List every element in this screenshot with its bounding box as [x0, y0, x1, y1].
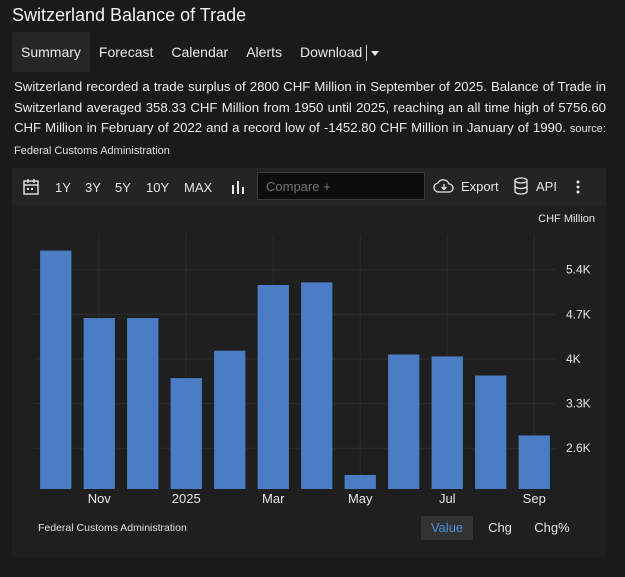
bar-apr-2025[interactable] — [301, 282, 333, 489]
x-tick-label: May — [348, 491, 373, 506]
plot-area: CHF Million 2.6K 3.3K 4K 4.7K 5.4K Nov 2025 Ma… — [12, 206, 606, 557]
y-tick-label: 3.3K — [566, 397, 591, 411]
tab-download-label: Download — [300, 44, 363, 60]
description-source: source: Federal Customs Administration — [14, 123, 606, 157]
bar-feb-2025[interactable] — [214, 350, 246, 489]
x-tick-label: 2025 — [172, 491, 201, 506]
bar-dec-2024[interactable] — [127, 318, 159, 489]
chevron-down-icon[interactable] — [371, 50, 380, 56]
export-label: Export — [461, 178, 499, 194]
bar-sep-2025[interactable] — [518, 435, 550, 489]
export-button[interactable]: Export — [433, 178, 499, 194]
tab-calendar[interactable]: Calendar — [171, 44, 229, 60]
bar-jun-2025[interactable] — [388, 354, 420, 490]
bar-oct-2024[interactable] — [40, 250, 72, 489]
compare-input[interactable] — [257, 172, 425, 200]
view-value-button[interactable]: Value — [421, 516, 473, 540]
chart-toolbar: 1Y 3Y 5Y 10Y MAX Export API — [12, 168, 606, 206]
database-icon — [514, 177, 528, 195]
tab-summary[interactable]: Summary — [12, 32, 90, 72]
unit-label: CHF Million — [538, 213, 595, 225]
y-tick-label: 5.4K — [566, 263, 591, 277]
bar-jul-2025[interactable] — [431, 356, 463, 489]
description-text: Switzerland recorded a trade surplus of … — [14, 79, 606, 135]
bar-mar-2025[interactable] — [257, 285, 289, 489]
x-tick-label: Nov — [88, 491, 112, 506]
range-3y[interactable]: 3Y — [85, 180, 101, 195]
y-tick-label: 4K — [566, 352, 581, 366]
bar-may-2025[interactable] — [344, 475, 376, 489]
api-button[interactable]: API — [514, 177, 557, 195]
nav-tabs: Summary Forecast Calendar Alerts Downloa… — [12, 32, 625, 72]
divider — [366, 45, 368, 62]
range-max[interactable]: MAX — [184, 180, 213, 195]
x-tick-label: Mar — [262, 491, 285, 506]
bar-chart: CHF Million 2.6K 3.3K 4K 4.7K 5.4K Nov 2025 Ma… — [34, 213, 595, 506]
tab-forecast[interactable]: Forecast — [98, 44, 154, 60]
calendar-icon[interactable] — [22, 178, 40, 199]
y-tick-label: 4.7K — [566, 307, 591, 321]
y-tick-label: 2.6K — [566, 441, 591, 455]
x-tick-label: Sep — [523, 491, 546, 506]
chart-source: Federal Customs Administration — [38, 522, 187, 534]
bar-jan-2025[interactable] — [170, 378, 202, 489]
chart-panel: 1Y 3Y 5Y 10Y MAX Export API CHF Million … — [12, 168, 606, 557]
view-chg-button[interactable]: Chg — [488, 520, 512, 535]
summary-description: Switzerland recorded a trade surplus of … — [14, 77, 606, 161]
range-10y[interactable]: 10Y — [146, 180, 170, 195]
chart-type-icon[interactable] — [230, 179, 246, 198]
tab-download[interactable]: Download — [291, 32, 388, 72]
api-label: API — [536, 178, 557, 194]
view-chgpct-button[interactable]: Chg% — [534, 520, 570, 535]
bar-aug-2025[interactable] — [475, 375, 507, 490]
page-title: Switzerland Balance of Trade — [12, 5, 247, 25]
more-options-icon[interactable] — [574, 179, 582, 198]
x-tick-label: Jul — [439, 491, 456, 506]
range-5y[interactable]: 5Y — [115, 180, 131, 195]
tab-alerts[interactable]: Alerts — [246, 44, 282, 60]
cloud-download-icon — [433, 179, 454, 193]
bar-nov-2024[interactable] — [83, 318, 115, 489]
range-1y[interactable]: 1Y — [55, 180, 71, 195]
